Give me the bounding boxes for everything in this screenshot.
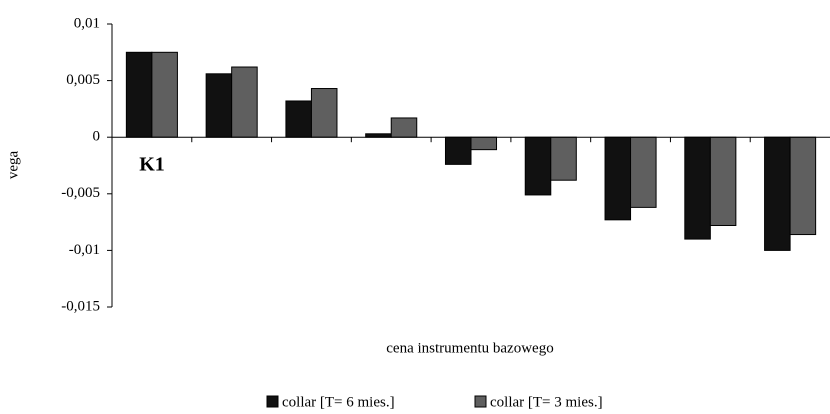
annotation: K1 (139, 154, 165, 176)
bar (709, 136, 737, 226)
y-tick-label: 0,01 (74, 15, 100, 31)
legend-swatch (266, 395, 279, 408)
bar (310, 88, 338, 138)
bar (684, 136, 711, 240)
bar (125, 51, 153, 138)
y-tick-label: 0 (93, 129, 101, 145)
bar (285, 100, 312, 138)
bar (470, 136, 498, 151)
bar (390, 117, 418, 138)
x-axis-label: cena instrumentu bazowego (386, 340, 553, 356)
bar (764, 136, 791, 251)
legend-label: collar [T= 3 mies.] (490, 394, 603, 410)
bar (231, 66, 258, 138)
bar (604, 136, 632, 221)
bar (789, 136, 817, 236)
y-tick-label: -0,015 (61, 298, 100, 314)
bar (524, 136, 552, 196)
bar (444, 136, 472, 165)
y-tick-label: 0,005 (66, 72, 100, 88)
bar (205, 73, 233, 138)
bar (151, 51, 178, 138)
legend-label: collar [T= 6 mies.] (282, 394, 395, 410)
y-axis-label: vega (5, 151, 21, 180)
bar (550, 136, 577, 181)
bar (630, 136, 657, 208)
legend-swatch (474, 395, 487, 408)
bar (365, 133, 392, 138)
y-tick-label: -0,005 (61, 185, 100, 201)
y-tick-label: -0,01 (69, 242, 100, 258)
